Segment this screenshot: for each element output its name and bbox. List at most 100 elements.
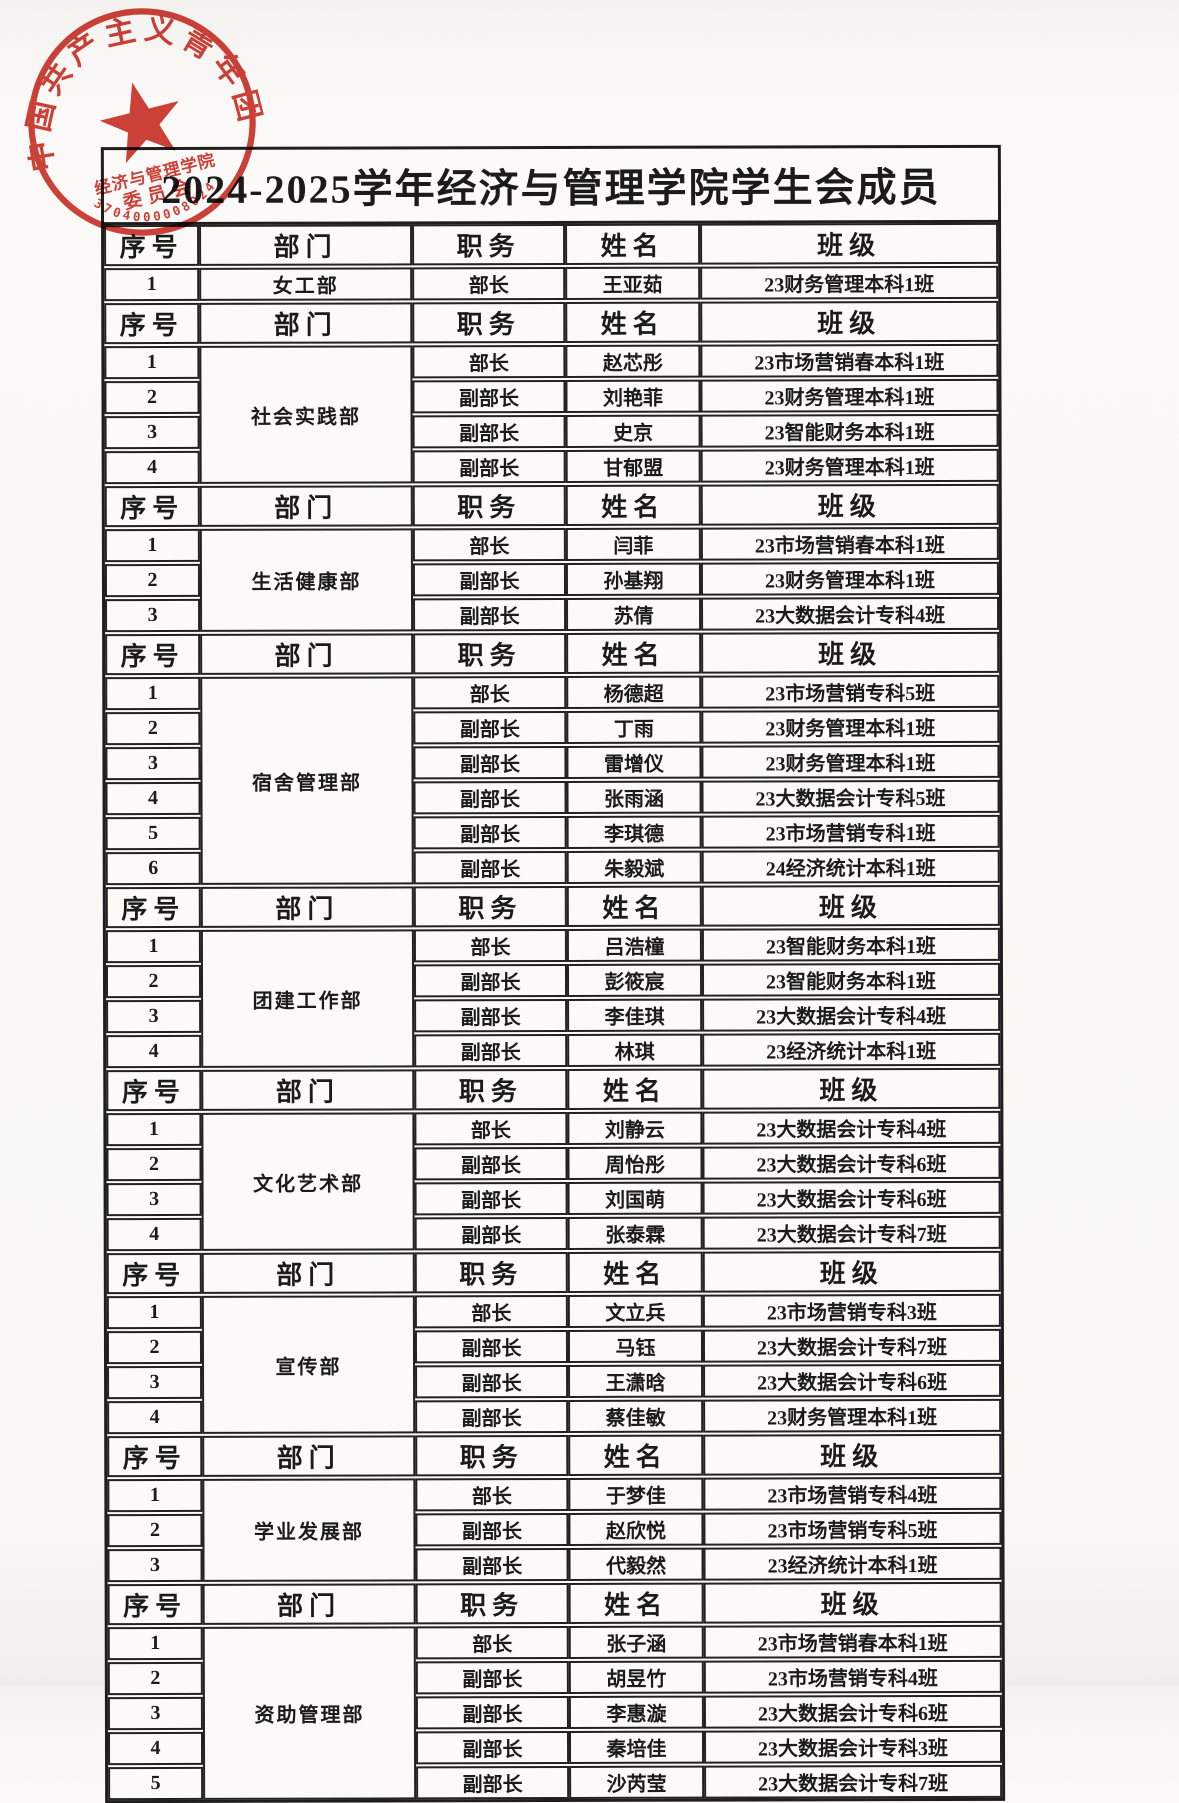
name-cell: 朱毅斌 [566,850,702,884]
role-cell: 副部长 [412,414,566,449]
seq-cell: 4 [106,1034,202,1069]
role-cell: 副部长 [413,780,567,815]
class-cell: 23经济统计本科1班 [703,1546,1002,1581]
dept-cell: 宣传部 [201,1295,416,1434]
name-cell: 代毅然 [568,1547,704,1581]
col-header-dept: 部门 [200,633,414,675]
col-header-role: 职务 [414,1068,568,1111]
seq-cell: 1 [106,1112,202,1147]
class-cell: 23大数据会计专科6班 [703,1363,1002,1398]
role-cell: 副部长 [413,710,567,745]
class-cell: 23财务管理本科1班 [700,378,999,413]
role-cell: 部长 [415,1477,569,1512]
page-title: 2024-2025学年经济与管理学院学生会成员 [103,147,999,226]
class-cell: 23智能财务本科1班 [701,927,1000,962]
col-header-name: 姓名 [565,223,701,265]
dept-cell: 女工部 [199,267,413,301]
role-cell: 副部长 [412,562,567,597]
col-header-name: 姓名 [565,301,701,343]
seq-cell: 2 [105,711,201,746]
role-cell: 副部长 [412,379,566,414]
col-header-seq: 序号 [107,1583,203,1626]
seq-cell: 2 [105,964,202,999]
class-cell: 23大数据会计专科3班 [703,1729,1003,1764]
col-header-role: 职务 [413,885,567,928]
role-cell: 副部长 [416,1765,570,1800]
class-cell: 23财务管理本科1班 [701,744,1000,779]
col-header-dept: 部门 [199,224,413,266]
name-cell: 秦培佳 [568,1730,705,1764]
seq-cell: 4 [107,1400,203,1435]
class-cell: 23市场营销专科1班 [701,814,1000,849]
seq-cell: 2 [107,1661,203,1696]
table-row: 1 宿舍管理部 部长 杨德超 23市场营销专科5班 [105,674,1000,885]
col-header-name: 姓名 [567,1251,703,1293]
seq-cell: 2 [104,563,201,598]
col-header-seq: 序号 [105,886,201,929]
class-cell: 23市场营销专科4班 [703,1659,1002,1694]
role-cell: 副部长 [413,850,567,885]
name-cell: 张雨涵 [566,780,702,814]
class-cell: 23财务管理本科1班 [700,448,999,483]
seq-cell: 1 [107,1626,203,1661]
seq-cell: 5 [105,816,201,851]
col-header-name: 姓名 [568,1434,704,1476]
section-header-row: 序号 部门 职务 姓名 班级 [106,1067,1001,1112]
role-cell: 副部长 [412,449,566,484]
class-cell: 23市场营销专科4班 [703,1476,1002,1511]
class-cell: 23大数据会计专科7班 [702,1215,1001,1250]
role-cell: 部长 [412,527,566,562]
class-cell: 23经济统计本科1班 [702,1032,1001,1067]
col-header-name: 姓名 [565,484,701,526]
role-cell: 部长 [412,344,566,379]
class-cell: 24经济统计本科1班 [701,849,1000,884]
seq-cell: 3 [106,999,202,1034]
roster-table: 序号 部门 职务 姓名 班级 1 女工部 部长 王亚茹 23财务管理本科1班 序号 部门 职务 姓名 班级 1… [104,221,1003,1802]
class-cell: 23大数据会计专科7班 [702,1328,1002,1363]
name-cell: 闫菲 [565,527,701,561]
table-row: 1 文化艺术部 部长 刘静云 23大数据会计专科4班 [106,1110,1001,1251]
class-cell: 23市场营销专科5班 [701,674,1000,709]
role-cell: 副部长 [415,1730,570,1765]
col-header-dept: 部门 [199,302,413,344]
role-cell: 部长 [415,1625,569,1660]
seq-cell: 4 [106,1217,202,1252]
name-cell: 赵芯彤 [565,344,701,378]
col-header-cls: 班级 [700,300,999,343]
class-cell: 23市场营销专科3班 [702,1293,1001,1328]
seq-cell: 3 [105,598,201,633]
section-header-row: 序号 部门 职务 姓名 班级 [106,1250,1001,1295]
col-header-name: 姓名 [566,885,702,927]
name-cell: 胡昱竹 [568,1660,704,1694]
name-cell: 王潇晗 [568,1364,704,1398]
seq-cell: 3 [105,746,201,781]
table-row: 1 学业发展部 部长 于梦佳 23市场营销专科4班 [107,1476,1002,1582]
role-cell: 副部长 [415,1512,569,1547]
section-header-row: 序号 部门 职务 姓名 班级 [104,300,999,345]
seq-cell: 3 [107,1365,203,1400]
role-cell: 副部长 [415,1399,569,1434]
role-cell: 副部长 [413,745,567,780]
class-cell: 23财务管理本科1班 [703,1398,1002,1433]
seq-cell: 1 [104,528,200,563]
seq-cell: 2 [106,1147,202,1182]
col-header-seq: 序号 [106,1252,202,1295]
col-header-dept: 部门 [202,1583,416,1625]
name-cell: 甘郁盟 [565,449,701,483]
col-header-role: 职务 [415,1434,569,1477]
name-cell: 文立兵 [567,1294,703,1328]
role-cell: 副部长 [414,1216,568,1251]
table-row: 1 女工部 部长 王亚茹 23财务管理本科1班 [104,265,999,302]
class-cell: 23大数据会计专科4班 [702,1110,1001,1145]
name-cell: 林琪 [567,1033,703,1067]
class-cell: 23市场营销专科5班 [703,1511,1002,1546]
name-cell: 刘静云 [567,1111,703,1145]
name-cell: 蔡佳敏 [568,1399,704,1433]
seq-cell: 1 [104,345,200,380]
section-header-row: 序号 部门 职务 姓名 班级 [105,631,1000,676]
section-header-row: 序号 部门 职务 姓名 班级 [104,483,999,528]
col-header-cls: 班级 [701,631,1000,674]
seq-cell: 1 [105,929,201,964]
name-cell: 张子涵 [568,1625,704,1659]
seq-cell: 3 [104,415,200,450]
